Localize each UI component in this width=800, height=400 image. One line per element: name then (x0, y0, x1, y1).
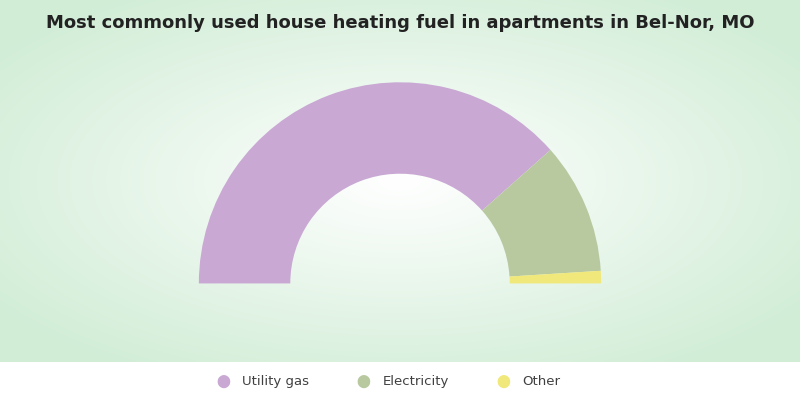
Text: Other: Other (522, 375, 560, 388)
Wedge shape (199, 82, 550, 284)
Text: Most commonly used house heating fuel in apartments in Bel-Nor, MO: Most commonly used house heating fuel in… (46, 14, 754, 32)
Text: ⬤: ⬤ (496, 374, 510, 388)
Text: ⬤: ⬤ (356, 374, 370, 388)
Text: Electricity: Electricity (382, 375, 449, 388)
Wedge shape (510, 271, 601, 284)
Text: ⬤: ⬤ (216, 374, 230, 388)
Text: Utility gas: Utility gas (242, 375, 310, 388)
Wedge shape (482, 150, 601, 276)
